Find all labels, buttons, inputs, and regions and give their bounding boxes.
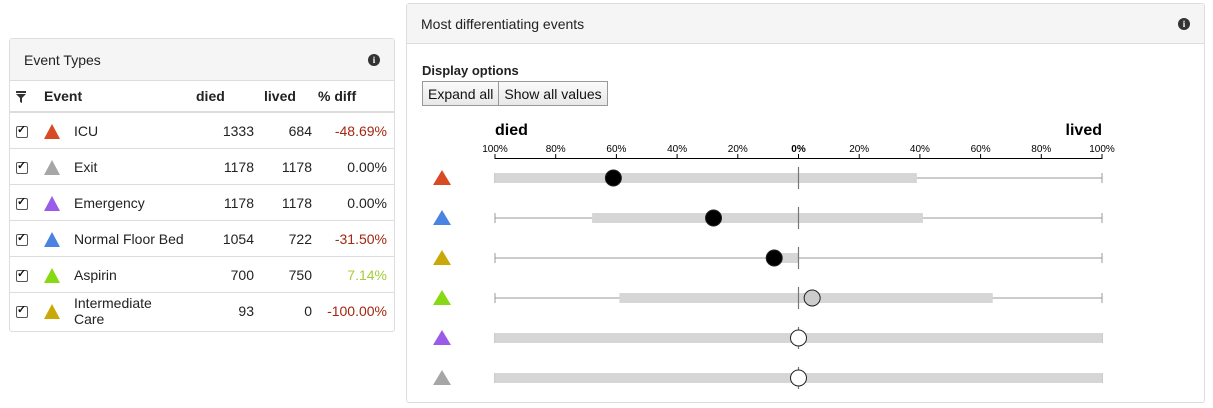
differentiating-events-panel: Most differentiating events i Display op…	[406, 3, 1205, 403]
lived-count: 1178	[254, 148, 312, 185]
died-count: 1178	[184, 184, 254, 221]
tick-label: 0%	[791, 144, 806, 155]
table-row[interactable]: Aspirin 700 750 7.14%	[10, 256, 394, 293]
value-marker	[604, 169, 622, 187]
table-row[interactable]: Normal Floor Bed 1054 722 -31.50%	[10, 220, 394, 257]
event-name: Aspirin	[74, 256, 184, 293]
table-header-row: Event died lived % diff	[10, 81, 394, 113]
show-all-values-button[interactable]: Show all values	[499, 81, 608, 106]
diff-value: -31.50%	[312, 220, 394, 257]
event-triangle-icon	[433, 170, 451, 185]
diff-value: -48.69%	[334, 122, 387, 139]
died-count: 700	[184, 256, 254, 293]
tick-label: 60%	[971, 144, 991, 155]
tick-label: 40%	[910, 144, 930, 155]
died-count: 1333	[222, 122, 254, 139]
filter-icon[interactable]	[16, 91, 26, 104]
row-checkbox[interactable]	[16, 231, 28, 246]
diff-value: 7.14%	[312, 256, 394, 293]
differentiating-events-title: Most differentiating events	[421, 15, 585, 32]
value-marker	[803, 289, 821, 307]
row-checkbox[interactable]	[16, 195, 28, 210]
expand-all-button[interactable]: Expand all	[422, 81, 500, 106]
row-checkbox[interactable]	[16, 123, 28, 138]
table-row[interactable]: ICU 1333 684 -48.69%	[10, 112, 394, 149]
value-marker	[705, 209, 723, 227]
row-checkbox[interactable]	[16, 267, 28, 282]
died-column-header[interactable]: died	[184, 81, 254, 113]
table-row[interactable]: Intermediate Care 93 0 -100.00%	[10, 292, 394, 328]
tick-label: 60%	[606, 144, 626, 155]
event-triangle-icon	[433, 210, 451, 225]
differentiating-events-header: Most differentiating events i	[407, 4, 1204, 44]
event-types-title: Event Types	[24, 51, 101, 68]
diff-value: 0.00%	[312, 184, 394, 221]
display-options-buttons: Expand all Show all values	[422, 81, 608, 106]
filter-column-header[interactable]	[10, 81, 44, 113]
lived-count: 750	[254, 256, 312, 293]
tick-label: 100%	[482, 144, 508, 155]
info-icon[interactable]: i	[1178, 17, 1190, 30]
lived-axis-label: lived	[1066, 122, 1102, 139]
lived-column-header[interactable]: lived	[254, 81, 312, 113]
died-count: 1054	[184, 220, 254, 257]
event-name: Emergency	[74, 184, 184, 221]
info-icon[interactable]: i	[368, 53, 380, 66]
row-checkbox[interactable]	[16, 303, 28, 318]
range-bar	[592, 213, 923, 223]
value-marker	[765, 249, 783, 267]
tick-label: 40%	[667, 144, 687, 155]
event-types-panel: Event Types i Event died lived % diff IC…	[9, 38, 395, 332]
died-axis-label: died	[495, 122, 528, 139]
event-name: Intermediate Care	[74, 292, 184, 328]
range-bar	[774, 253, 799, 263]
range-bar	[495, 173, 917, 183]
tick-label: 100%	[1089, 144, 1115, 155]
event-triangle-icon	[433, 330, 451, 345]
tick-label: 80%	[546, 144, 566, 155]
value-marker	[790, 369, 807, 387]
tick-label: 20%	[728, 144, 748, 155]
table-row[interactable]: Emergency 1178 1178 0.00%	[10, 184, 394, 221]
lived-count: 722	[254, 220, 312, 257]
lived-count: 1178	[254, 184, 312, 221]
event-triangle-icon	[433, 370, 451, 385]
diff-value: -100.00%	[312, 292, 394, 328]
event-name: ICU	[74, 122, 99, 139]
lived-count: 0	[254, 292, 312, 328]
differentiating-chart: died lived 100% 80% 60% 40% 20% 0% 20% 40% 60% 80% 1…	[433, 122, 1115, 389]
tick-label: 20%	[849, 144, 869, 155]
row-checkbox[interactable]	[16, 159, 28, 174]
event-triangle-icon	[44, 123, 60, 139]
event-triangle-icon	[433, 290, 451, 305]
event-triangle-icon	[44, 195, 60, 211]
event-triangle-icon	[44, 303, 60, 319]
event-triangle-icon	[44, 159, 60, 175]
tick-label: 80%	[1031, 144, 1051, 155]
display-options-label: Display options	[422, 63, 519, 78]
event-types-table: Event died lived % diff ICU 1333 684 -48…	[10, 81, 394, 328]
event-types-header: Event Types i	[10, 39, 394, 81]
lived-count: 684	[288, 122, 312, 139]
died-count: 93	[184, 292, 254, 328]
event-name: Normal Floor Bed	[74, 220, 184, 257]
diff-value: 0.00%	[312, 148, 394, 185]
died-count: 1178	[184, 148, 254, 185]
event-column-header[interactable]: Event	[44, 81, 184, 113]
event-triangle-icon	[44, 231, 60, 247]
diff-column-header[interactable]: % diff	[312, 81, 394, 113]
event-triangle-icon	[44, 267, 60, 283]
event-triangle-icon	[433, 250, 451, 265]
event-name: Exit	[74, 148, 184, 185]
value-marker	[790, 329, 807, 347]
table-row[interactable]: Exit 1178 1178 0.00%	[10, 148, 394, 185]
